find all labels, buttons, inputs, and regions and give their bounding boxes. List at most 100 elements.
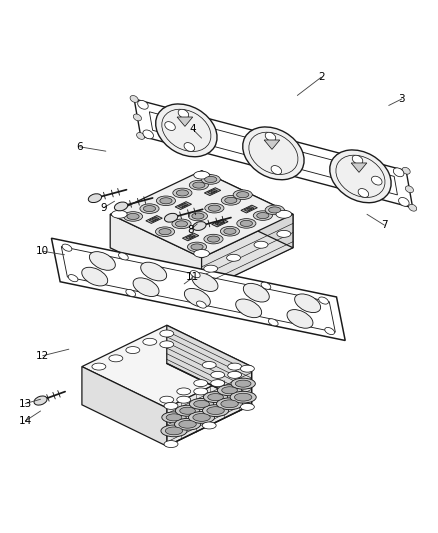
Ellipse shape [191, 271, 200, 278]
Ellipse shape [192, 213, 204, 219]
Ellipse shape [287, 310, 313, 328]
Ellipse shape [319, 297, 328, 304]
Ellipse shape [203, 392, 228, 402]
Ellipse shape [221, 400, 238, 408]
Ellipse shape [34, 396, 47, 405]
Ellipse shape [194, 400, 209, 407]
Ellipse shape [143, 338, 157, 345]
Ellipse shape [405, 186, 413, 192]
Text: 3: 3 [399, 94, 405, 104]
Ellipse shape [207, 236, 219, 242]
Ellipse shape [243, 127, 304, 180]
Ellipse shape [393, 168, 404, 177]
Ellipse shape [119, 253, 128, 260]
Ellipse shape [179, 421, 196, 428]
Polygon shape [211, 191, 215, 193]
Ellipse shape [237, 219, 256, 228]
Ellipse shape [138, 100, 148, 109]
Ellipse shape [160, 341, 174, 348]
Ellipse shape [261, 282, 271, 289]
Polygon shape [152, 219, 157, 221]
Ellipse shape [177, 396, 191, 403]
Polygon shape [149, 217, 159, 222]
Ellipse shape [68, 274, 78, 282]
Ellipse shape [276, 211, 292, 218]
Ellipse shape [140, 204, 159, 213]
Ellipse shape [268, 319, 278, 326]
Ellipse shape [172, 219, 191, 229]
Ellipse shape [225, 197, 237, 204]
Polygon shape [110, 171, 293, 258]
Text: 7: 7 [381, 220, 388, 230]
Ellipse shape [194, 171, 209, 179]
Ellipse shape [133, 278, 159, 296]
Text: 4: 4 [190, 124, 196, 134]
Ellipse shape [211, 372, 225, 378]
Ellipse shape [202, 361, 216, 368]
Text: 10: 10 [36, 246, 49, 256]
Polygon shape [182, 233, 199, 241]
Ellipse shape [222, 387, 237, 394]
Ellipse shape [155, 104, 217, 157]
Ellipse shape [173, 188, 192, 198]
Ellipse shape [194, 379, 208, 386]
Polygon shape [167, 325, 252, 405]
Ellipse shape [189, 399, 214, 409]
Ellipse shape [271, 166, 282, 174]
Polygon shape [182, 205, 186, 207]
Ellipse shape [82, 267, 108, 286]
Ellipse shape [180, 407, 195, 414]
Ellipse shape [230, 391, 256, 403]
Ellipse shape [161, 425, 187, 437]
Ellipse shape [164, 441, 178, 448]
Ellipse shape [202, 405, 229, 416]
Polygon shape [247, 208, 252, 211]
Ellipse shape [174, 418, 201, 430]
Polygon shape [186, 235, 195, 239]
Polygon shape [241, 205, 258, 213]
Ellipse shape [112, 211, 127, 218]
Polygon shape [201, 171, 293, 248]
Polygon shape [146, 215, 162, 223]
Ellipse shape [236, 299, 261, 318]
Ellipse shape [143, 130, 153, 139]
Ellipse shape [277, 230, 291, 237]
Ellipse shape [240, 220, 252, 227]
Ellipse shape [202, 422, 216, 429]
Ellipse shape [211, 379, 225, 386]
Ellipse shape [253, 211, 272, 220]
Text: 14: 14 [19, 416, 32, 426]
Ellipse shape [244, 284, 269, 302]
Ellipse shape [166, 414, 182, 421]
Ellipse shape [240, 403, 254, 410]
Polygon shape [175, 201, 191, 209]
Ellipse shape [265, 205, 284, 215]
Ellipse shape [89, 252, 115, 270]
Polygon shape [215, 221, 225, 225]
Text: 12: 12 [36, 351, 49, 361]
Ellipse shape [399, 197, 409, 206]
Polygon shape [244, 207, 254, 212]
Polygon shape [178, 203, 188, 208]
Ellipse shape [204, 265, 218, 272]
Ellipse shape [143, 206, 155, 212]
Polygon shape [201, 214, 293, 292]
Ellipse shape [160, 198, 172, 204]
Ellipse shape [178, 109, 189, 118]
Text: 8: 8 [187, 224, 194, 235]
Polygon shape [134, 99, 413, 208]
Ellipse shape [194, 249, 209, 257]
Polygon shape [212, 219, 228, 227]
Ellipse shape [88, 194, 102, 203]
Polygon shape [110, 204, 293, 292]
Ellipse shape [208, 393, 223, 401]
Ellipse shape [233, 190, 252, 199]
Ellipse shape [226, 254, 240, 261]
Ellipse shape [160, 396, 174, 403]
Ellipse shape [228, 372, 242, 378]
Ellipse shape [160, 330, 174, 337]
Ellipse shape [188, 211, 208, 221]
Ellipse shape [177, 388, 191, 395]
Text: 11: 11 [186, 272, 200, 282]
Ellipse shape [201, 175, 220, 184]
